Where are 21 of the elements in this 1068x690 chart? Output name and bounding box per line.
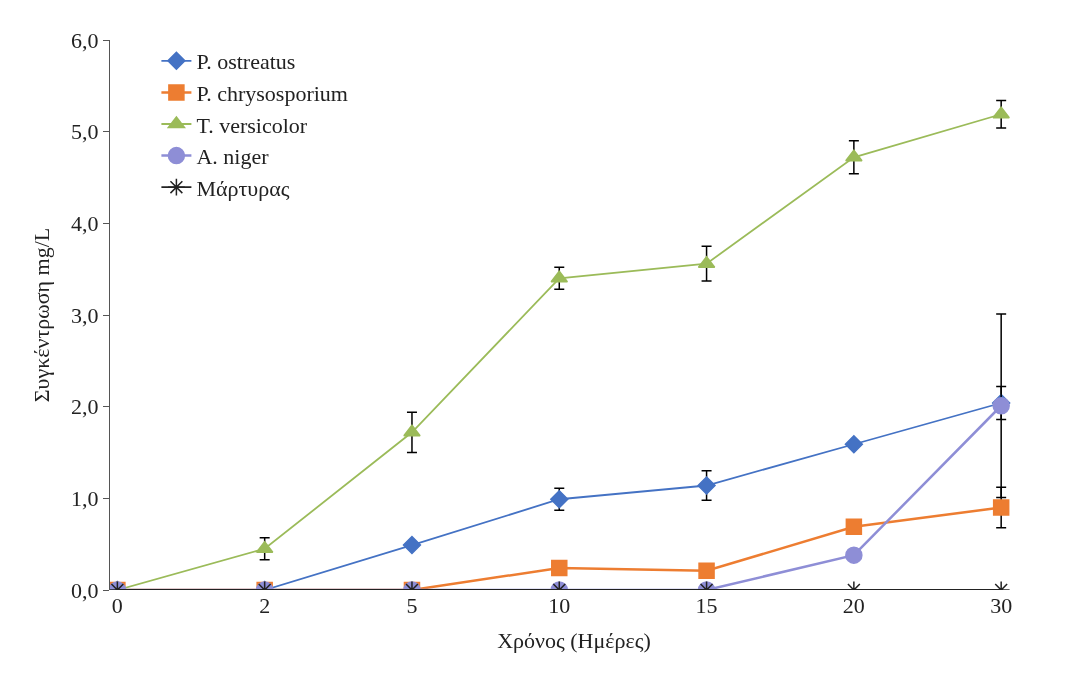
legend-label: A. niger — [196, 144, 270, 170]
legend-label: P. chrysosporium — [196, 80, 348, 106]
y-tick-label: 4,0 — [71, 211, 99, 237]
x-tick-label: 5 — [406, 593, 418, 618]
x-tick-label: 15 — [695, 593, 718, 618]
y-tick-label: 1,0 — [71, 486, 99, 512]
x-tick-label: 30 — [990, 593, 1013, 618]
x-tick-label: 0 — [111, 593, 123, 618]
x-tick-label: 2 — [259, 593, 271, 618]
y-tick-label: 6,0 — [71, 27, 99, 53]
legend-label: P. ostreatus — [196, 49, 296, 75]
x-axis-title: Χρόνος (Ημέρες) — [497, 627, 651, 653]
y-axis-title: Συγκέντρωση mg/L — [28, 227, 54, 403]
legend-label: Μάρτυρας — [196, 175, 290, 201]
legend-label: T. versicolor — [196, 112, 308, 138]
y-tick-label: 2,0 — [71, 394, 99, 420]
x-tick-label: 20 — [842, 593, 865, 618]
y-tick-label: 3,0 — [71, 302, 99, 328]
y-tick-label: 0,0 — [71, 577, 99, 603]
y-tick-label: 5,0 — [71, 119, 99, 145]
x-tick-label: 10 — [548, 593, 571, 618]
